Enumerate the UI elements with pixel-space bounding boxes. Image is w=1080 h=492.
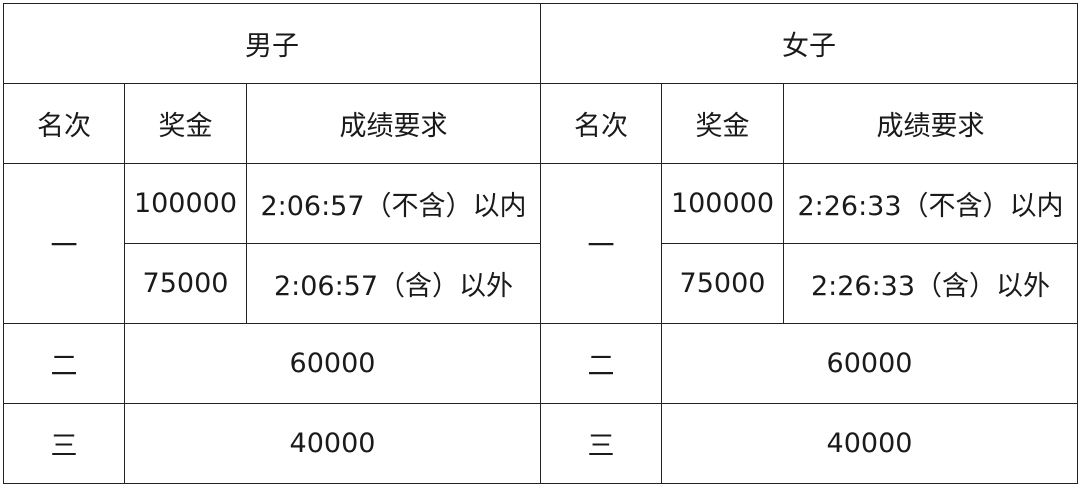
- header-requirement: 成绩要求: [783, 83, 1078, 164]
- women-prize: 100000: [661, 163, 784, 244]
- men-prize: 40000: [124, 403, 541, 484]
- women-prize: 40000: [661, 403, 1078, 484]
- header-rank: 名次: [3, 83, 125, 164]
- column-header-row: 名次 奖金 成绩要求 名次 奖金 成绩要求: [3, 83, 1078, 164]
- men-rank-first: 一: [3, 163, 125, 324]
- men-requirement: 2:06:57（含）以外: [246, 243, 541, 324]
- group-header-row: 男子 女子: [3, 3, 1078, 84]
- men-group-header: 男子: [3, 3, 541, 84]
- women-requirement: 2:26:33（含）以外: [783, 243, 1078, 324]
- women-requirement: 2:26:33（不含）以内: [783, 163, 1078, 244]
- women-rank: 二: [540, 323, 662, 404]
- women-rank-first: 一: [540, 163, 662, 324]
- table-row: 一 100000 2:06:57（不含）以内 一 100000 2:26:33（…: [3, 163, 1078, 324]
- prize-table: 男子 女子 名次 奖金 成绩要求 名次 奖金 成绩要求 一 100000 2:0…: [3, 3, 1078, 484]
- header-prize: 奖金: [661, 83, 784, 164]
- women-prize: 75000: [661, 243, 784, 324]
- header-requirement: 成绩要求: [246, 83, 541, 164]
- men-requirement: 2:06:57（不含）以内: [246, 163, 541, 244]
- table-row: 三 40000 三 40000: [3, 403, 1078, 484]
- men-prize: 100000: [124, 163, 247, 244]
- men-rank: 三: [3, 403, 125, 484]
- women-rank: 三: [540, 403, 662, 484]
- men-rank: 二: [3, 323, 125, 404]
- women-group-header: 女子: [540, 3, 1078, 84]
- table-row: 二 60000 二 60000: [3, 323, 1078, 404]
- header-rank: 名次: [540, 83, 662, 164]
- women-prize: 60000: [661, 323, 1078, 404]
- men-prize: 60000: [124, 323, 541, 404]
- men-prize: 75000: [124, 243, 247, 324]
- header-prize: 奖金: [124, 83, 247, 164]
